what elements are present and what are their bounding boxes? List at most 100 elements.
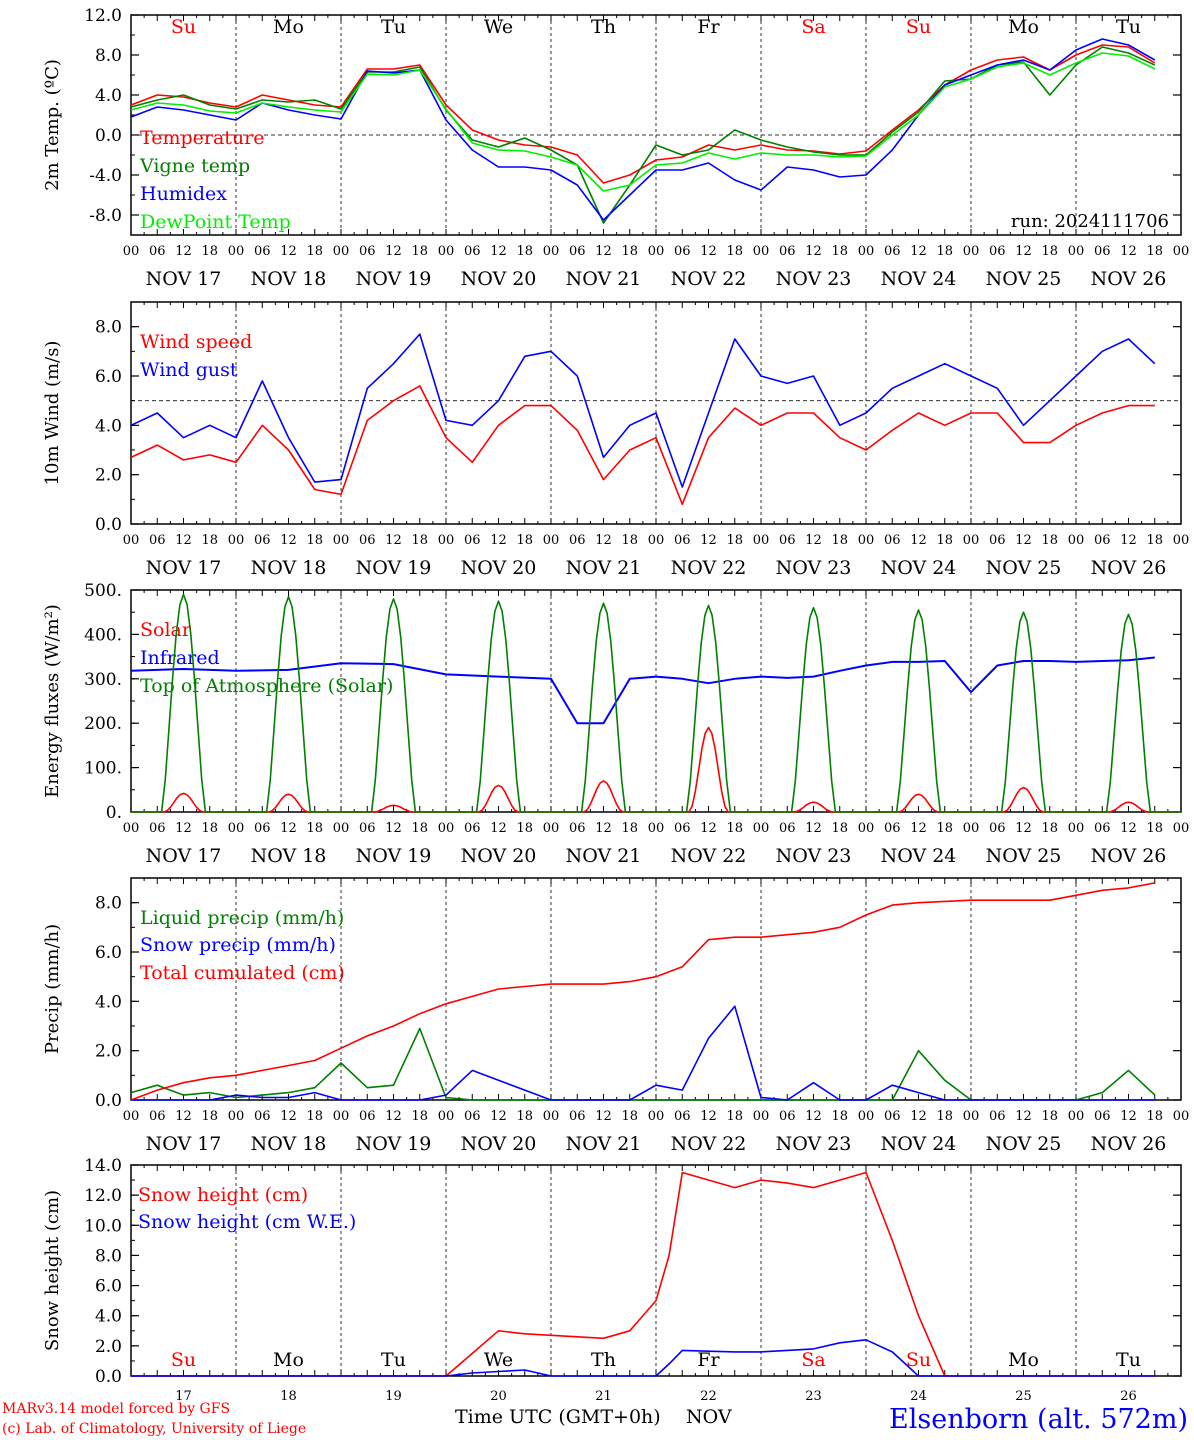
energy-series-infrared [130,656,1155,725]
temp-series-vigne-temp [130,46,1156,224]
energy-hour-tick-label: 12 [910,821,927,836]
energy-hour-tick-label: 12 [280,821,297,836]
temp-hour-tick-label: 06 [1094,244,1111,259]
wind-y-tick-label: 4.0 [95,416,122,436]
temp-hour-tick-label: 12 [595,244,612,259]
precip-legend-snow-precip-mm-h: Snow precip (mm/h) [140,934,336,956]
x-axis-title: Time UTC (GMT+0h) [455,1406,661,1428]
temp-hour-tick-label: 12 [1015,244,1032,259]
temp-hour-tick-label: 18 [1146,244,1163,259]
energy-hour-tick-label: 18 [621,821,638,836]
wind-hour-tick-label: 06 [149,533,166,548]
bottom-day-number: 25 [1015,1389,1032,1404]
wind-day-label: NOV 17 [146,557,222,579]
wind-hour-tick-label: 12 [175,533,192,548]
precip-y-axis-label: Precip (mm/h) [42,924,63,1054]
precip-hour-tick-label: 06 [989,1109,1006,1124]
temp-day-label: NOV 24 [881,268,957,290]
energy-hour-tick-label: 12 [385,821,402,836]
wind-hour-tick-label: 12 [280,533,297,548]
precip-hour-tick-label: 06 [359,1109,376,1124]
precip-hour-tick-label: 12 [595,1109,612,1124]
energy-day-label: NOV 17 [146,845,222,867]
temp-weekday-label: Su [171,16,196,38]
energy-day-label: NOV 26 [1091,845,1167,867]
wind-hour-tick-label: 00 [1068,533,1085,548]
energy-hour-tick-label: 06 [464,821,481,836]
precip-day-label: NOV 21 [566,1133,642,1155]
temp-weekday-label: Su [906,16,931,38]
precip-day-label: NOV 26 [1091,1133,1167,1155]
energy-hour-tick-label: 06 [779,821,796,836]
energy-hour-tick-label: 12 [490,821,507,836]
precip-hour-tick-label: 12 [910,1109,927,1124]
energy-hour-tick-label: 06 [989,821,1006,836]
energy-y-tick-label: 300. [84,670,122,690]
temp-weekday-label: Tu [381,16,406,38]
energy-day-label: NOV 19 [356,845,432,867]
bottom-day-number: 26 [1120,1389,1137,1404]
energy-legend-infrared: Infrared [140,647,220,669]
wind-hour-tick-label: 00 [543,533,560,548]
wind-hour-tick-label: 06 [359,533,376,548]
snow-weekday-label: Tu [1116,1349,1141,1371]
precip-day-label: NOV 23 [776,1133,852,1155]
snow-weekday-label: Mo [273,1349,304,1371]
wind-y-tick-label: 6.0 [95,367,122,387]
energy-hour-tick-label: 06 [254,821,271,836]
wind-hour-tick-label: 18 [411,533,428,548]
energy-day-label: NOV 20 [461,845,537,867]
energy-hour-tick-label: 18 [831,821,848,836]
wind-hour-tick-label: 18 [621,533,638,548]
footer-lab-text: (c) Lab. of Climatology, University of L… [2,1421,306,1437]
wind-hour-tick-label: 18 [201,533,218,548]
temp-weekday-label: Sa [801,16,825,38]
bottom-day-number: 21 [595,1389,612,1404]
wind-day-label: NOV 19 [356,557,432,579]
temp-weekday-label: Tu [1116,16,1141,38]
wind-hour-tick-label: 12 [805,533,822,548]
temp-y-tick-label: 12.0 [84,6,122,26]
temp-day-label: NOV 26 [1091,268,1167,290]
wind-hour-tick-label: 00 [123,533,140,548]
temp-day-label: NOV 22 [671,268,747,290]
wind-hour-tick-label: 18 [831,533,848,548]
bottom-day-number: 22 [700,1389,717,1404]
energy-hour-tick-label: 06 [149,821,166,836]
energy-y-tick-label: 200. [84,714,122,734]
temp-run-annotation: run: 2024111706 [1011,211,1169,232]
temp-day-label: NOV 17 [146,268,222,290]
precip-hour-tick-label: 18 [201,1109,218,1124]
wind-hour-tick-label: 06 [464,533,481,548]
temp-y-tick-label: 8.0 [95,46,122,66]
snow-weekday-label: Su [906,1349,931,1371]
temp-hour-tick-label: 12 [805,244,822,259]
temp-hour-tick-label: 12 [280,244,297,259]
wind-hour-tick-label: 12 [1015,533,1032,548]
temp-hour-tick-label: 12 [490,244,507,259]
temp-legend-humidex: Humidex [140,183,227,205]
snow-series-snow-height-cm-w-e [131,1339,1155,1377]
wind-hour-tick-label: 00 [1173,533,1190,548]
wind-y-axis-label: 10m Wind (m/s) [42,341,63,486]
energy-day-label: NOV 24 [881,845,957,867]
temp-weekday-label: Mo [1008,16,1039,38]
wind-hour-tick-label: 06 [674,533,691,548]
x-axis-month: NOV [686,1406,732,1428]
temp-y-axis-label: 2m Temp. (ºC) [42,59,63,191]
wind-series-wind-gust [130,333,1156,488]
energy-y-tick-label: 100. [84,759,122,779]
wind-hour-tick-label: 00 [228,533,245,548]
energy-hour-tick-label: 18 [306,821,323,836]
snow-y-tick-label: 10.0 [84,1216,122,1236]
precip-hour-tick-label: 06 [674,1109,691,1124]
precip-hour-tick-label: 18 [1041,1109,1058,1124]
temp-legend-vigne-temp: Vigne temp [139,155,250,177]
temp-hour-tick-label: 12 [385,244,402,259]
energy-hour-tick-label: 12 [700,821,717,836]
precip-hour-tick-label: 06 [149,1109,166,1124]
temp-hour-tick-label: 06 [989,244,1006,259]
precip-hour-tick-label: 00 [1173,1109,1190,1124]
temp-hour-tick-label: 00 [963,244,980,259]
precip-y-tick-label: 0.0 [95,1091,122,1111]
